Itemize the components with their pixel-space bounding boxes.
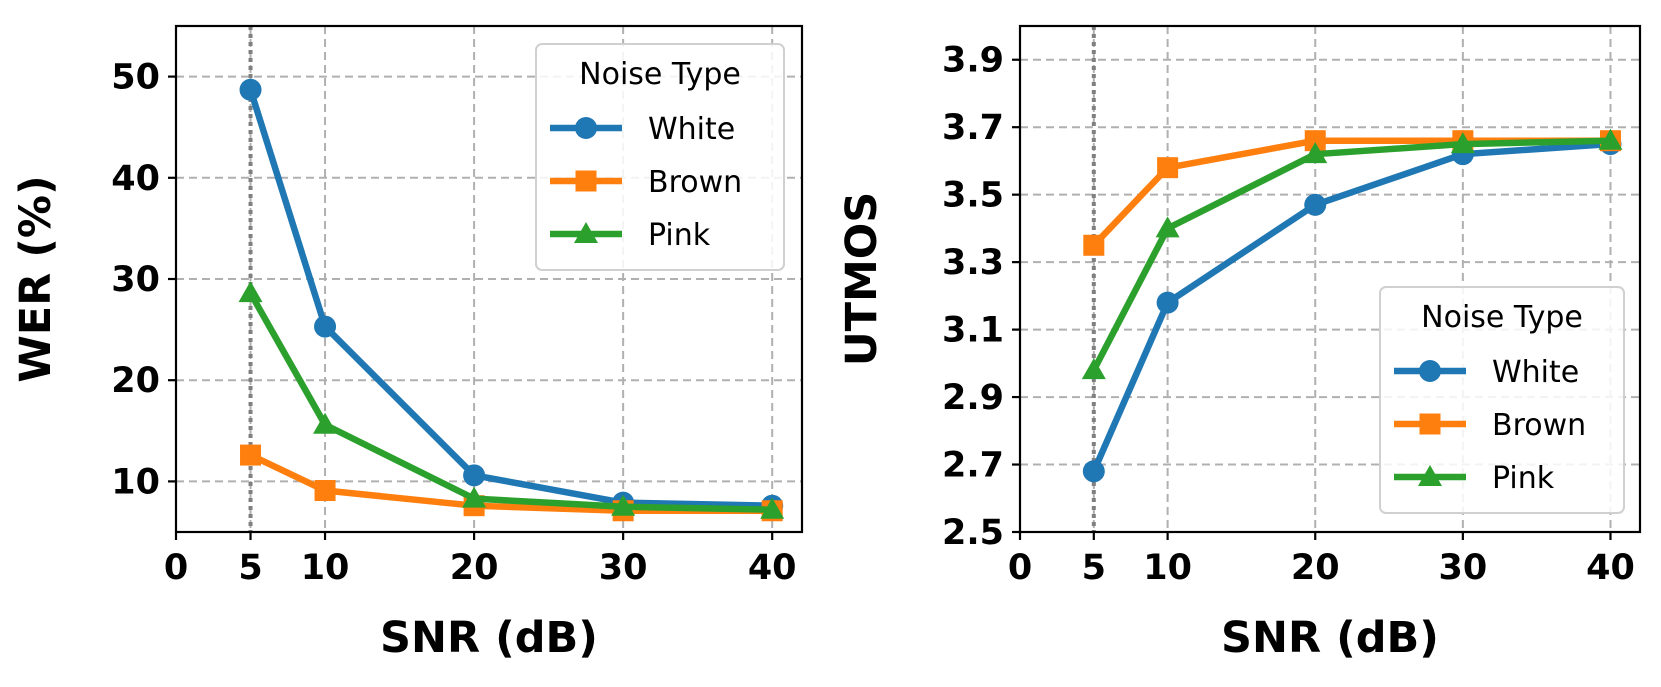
data-point-white: [463, 464, 486, 487]
grid: [1020, 26, 1640, 532]
x-tick-label: 5: [1082, 548, 1106, 588]
y-tick-label: 3.1: [942, 311, 1004, 351]
data-point-brown: [314, 480, 336, 502]
legend-title: Noise Type: [1421, 300, 1583, 335]
x-tick-label: 40: [1586, 548, 1635, 588]
legend-label-brown: Brown: [648, 165, 742, 200]
y-axis-title: UTMOS: [837, 192, 887, 367]
data-point-brown: [1157, 157, 1179, 179]
legend-marker-white: [1419, 360, 1441, 382]
wer-chart: 0 5 10 20 30 40 10 20 30 40 50 SNR (dB) WER (%) Noise…: [11, 24, 804, 663]
data-point-pink: [1598, 128, 1623, 150]
x-axis-title: SNR (dB): [1221, 613, 1439, 663]
legend-box: [535, 43, 785, 271]
x-tick-label: 30: [599, 548, 648, 588]
x-axis-title: SNR (dB): [380, 613, 598, 663]
legend-marker-pink: [1418, 465, 1442, 486]
x-tick-label: 0: [1008, 548, 1032, 588]
utmos-chart: 0 5 10 20 30 40 2.5 2.7 2.9 3.1 3.3 3.5 3.7 3.9 SNR (d…: [837, 24, 1642, 663]
y-tick-label: 10: [111, 462, 160, 502]
data-point-white: [314, 315, 337, 338]
legend-marker-brown: [575, 170, 597, 192]
data-point-white: [1082, 460, 1105, 483]
x-tick-label: 30: [1438, 548, 1487, 588]
x-tick-label: 10: [1143, 548, 1192, 588]
y-tick-label: 3.7: [942, 108, 1004, 148]
data-point-brown: [1083, 234, 1105, 256]
x-tick-label: 10: [301, 548, 350, 588]
data-point-pink: [1303, 142, 1328, 164]
data-point-white: [1156, 291, 1179, 314]
data-point-pink: [1155, 216, 1180, 238]
legend-label-white: White: [1492, 355, 1579, 390]
y-tick-label: 40: [111, 159, 160, 199]
y-tick-label: 50: [111, 58, 160, 98]
y-tick-label: 2.7: [942, 446, 1004, 486]
legend: Noise Type White Brown Pink: [1379, 286, 1625, 514]
legend-marker-brown: [1419, 413, 1441, 435]
legend-marker-white: [575, 117, 597, 139]
data-point-pink: [238, 281, 263, 303]
data-point-brown: [1304, 130, 1326, 152]
y-tick-label: 3.9: [942, 41, 1004, 81]
legend-marker-pink: [574, 222, 598, 243]
y-tick-label: 3.3: [942, 243, 1004, 283]
data-point-pink: [1081, 358, 1106, 380]
data-point-white: [239, 78, 262, 101]
x-tick-label: 5: [238, 548, 262, 588]
series-pink: [238, 281, 785, 519]
x-tick-label: 40: [748, 548, 797, 588]
x-tick-label: 20: [1291, 548, 1340, 588]
y-axis-title: WER (%): [11, 175, 61, 382]
y-tick-label: 3.5: [942, 176, 1004, 216]
y-tick-label: 30: [111, 260, 160, 300]
legend-box: [1379, 286, 1625, 514]
x-tick-label: 20: [450, 548, 499, 588]
data-point-white: [1304, 193, 1327, 216]
legend-label-pink: Pink: [648, 218, 711, 253]
legend-title: Noise Type: [579, 57, 741, 92]
x-tick-label: 0: [164, 548, 188, 588]
y-tick-label: 2.9: [942, 378, 1004, 418]
data-point-pink: [760, 497, 785, 519]
legend-label-pink: Pink: [1492, 461, 1555, 496]
legend: Noise Type White Brown Pink: [535, 43, 785, 271]
y-tick-label: 20: [111, 361, 160, 401]
series-pink: [1081, 128, 1623, 380]
plot-frame: [1018, 24, 1642, 534]
data-point-pink: [462, 486, 487, 508]
data-point-brown: [240, 444, 262, 466]
data-point-pink: [1450, 132, 1475, 154]
legend-label-white: White: [648, 112, 735, 147]
y-tick-label: 2.5: [942, 513, 1004, 553]
data-point-pink: [313, 412, 338, 434]
legend-label-brown: Brown: [1492, 408, 1586, 443]
data-point-pink: [611, 494, 636, 516]
